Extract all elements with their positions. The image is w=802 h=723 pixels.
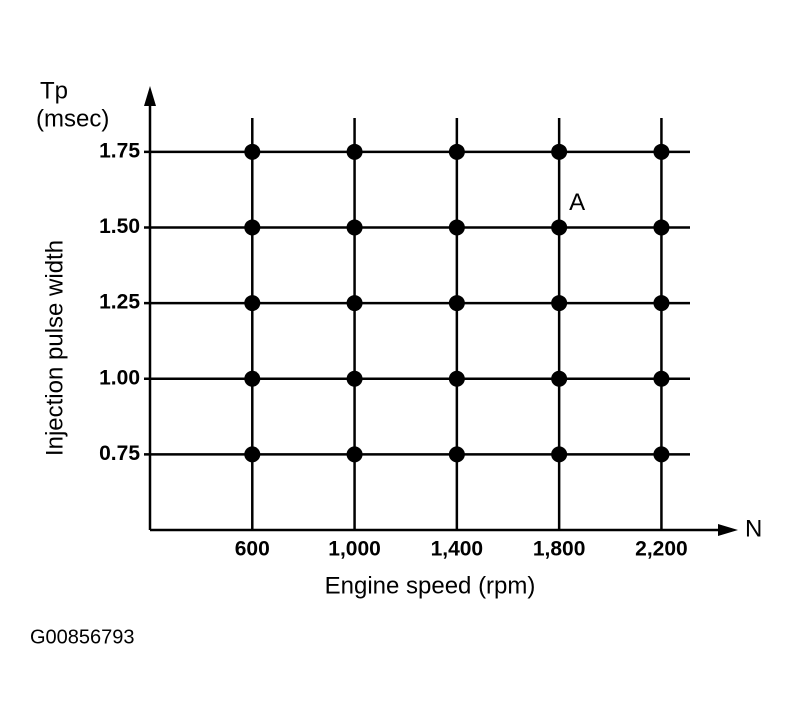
point — [346, 295, 363, 312]
point — [244, 219, 261, 236]
x-tick-label: 2,200 — [635, 538, 688, 561]
point — [244, 143, 261, 160]
y-tick-label: 1.50 — [99, 215, 140, 238]
point — [244, 295, 261, 312]
point — [448, 143, 465, 160]
x-tick-label: 600 — [235, 538, 270, 561]
point — [653, 295, 670, 312]
y-axis-arrow — [144, 86, 156, 106]
point — [653, 446, 670, 463]
point — [346, 143, 363, 160]
point — [448, 219, 465, 236]
y-tick-label: 1.00 — [99, 366, 140, 389]
point — [346, 219, 363, 236]
x-axis-title: Engine speed (rpm) — [325, 572, 536, 599]
y-tick-label: 1.75 — [99, 139, 140, 162]
annotation: A — [569, 189, 585, 216]
point — [346, 370, 363, 387]
x-tick-label: 1,000 — [328, 538, 381, 561]
point — [244, 370, 261, 387]
point — [551, 143, 568, 160]
x-axis-symbol: N — [745, 515, 762, 542]
y-axis-unit: (msec) — [36, 105, 109, 132]
y-axis-symbol: Tp — [40, 77, 68, 104]
point — [551, 370, 568, 387]
point — [551, 295, 568, 312]
point — [653, 219, 670, 236]
point — [448, 370, 465, 387]
point — [244, 446, 261, 463]
point — [551, 446, 568, 463]
x-axis-arrow — [718, 524, 738, 536]
y-tick-label: 0.75 — [99, 442, 140, 465]
point — [551, 219, 568, 236]
point — [653, 143, 670, 160]
point — [653, 370, 670, 387]
y-tick-label: 1.25 — [99, 291, 140, 314]
point — [346, 446, 363, 463]
point — [448, 295, 465, 312]
y-axis-title: Injection pulse width — [41, 240, 68, 456]
x-tick-label: 1,800 — [533, 538, 586, 561]
figure-id: G00856793 — [30, 626, 135, 648]
point — [448, 446, 465, 463]
x-tick-label: 1,400 — [431, 538, 484, 561]
